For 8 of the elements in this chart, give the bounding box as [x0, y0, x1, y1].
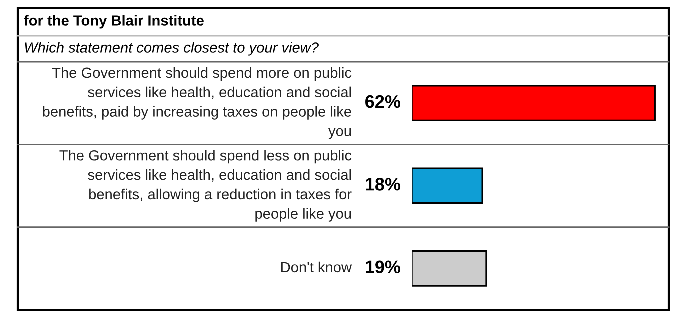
data-label: 62%: [366, 95, 401, 108]
data-label: 18%: [366, 178, 401, 191]
y-tick-label: Don't know: [282, 262, 352, 273]
data-label: 19%: [366, 260, 401, 274]
y-tick-label: The Government should spend more on public services like health, education and social benefits, paid by increasing taxes on people like you: [43, 67, 352, 140]
y-tick-label: The Government should spend less on public services like health, education and social benefits, allowing a reduction in taxes for people like you: [60, 150, 352, 222]
text: Which statement comes closest to your view?: [25, 42, 319, 56]
text: for the Tony Blair Institute: [24, 15, 204, 29]
